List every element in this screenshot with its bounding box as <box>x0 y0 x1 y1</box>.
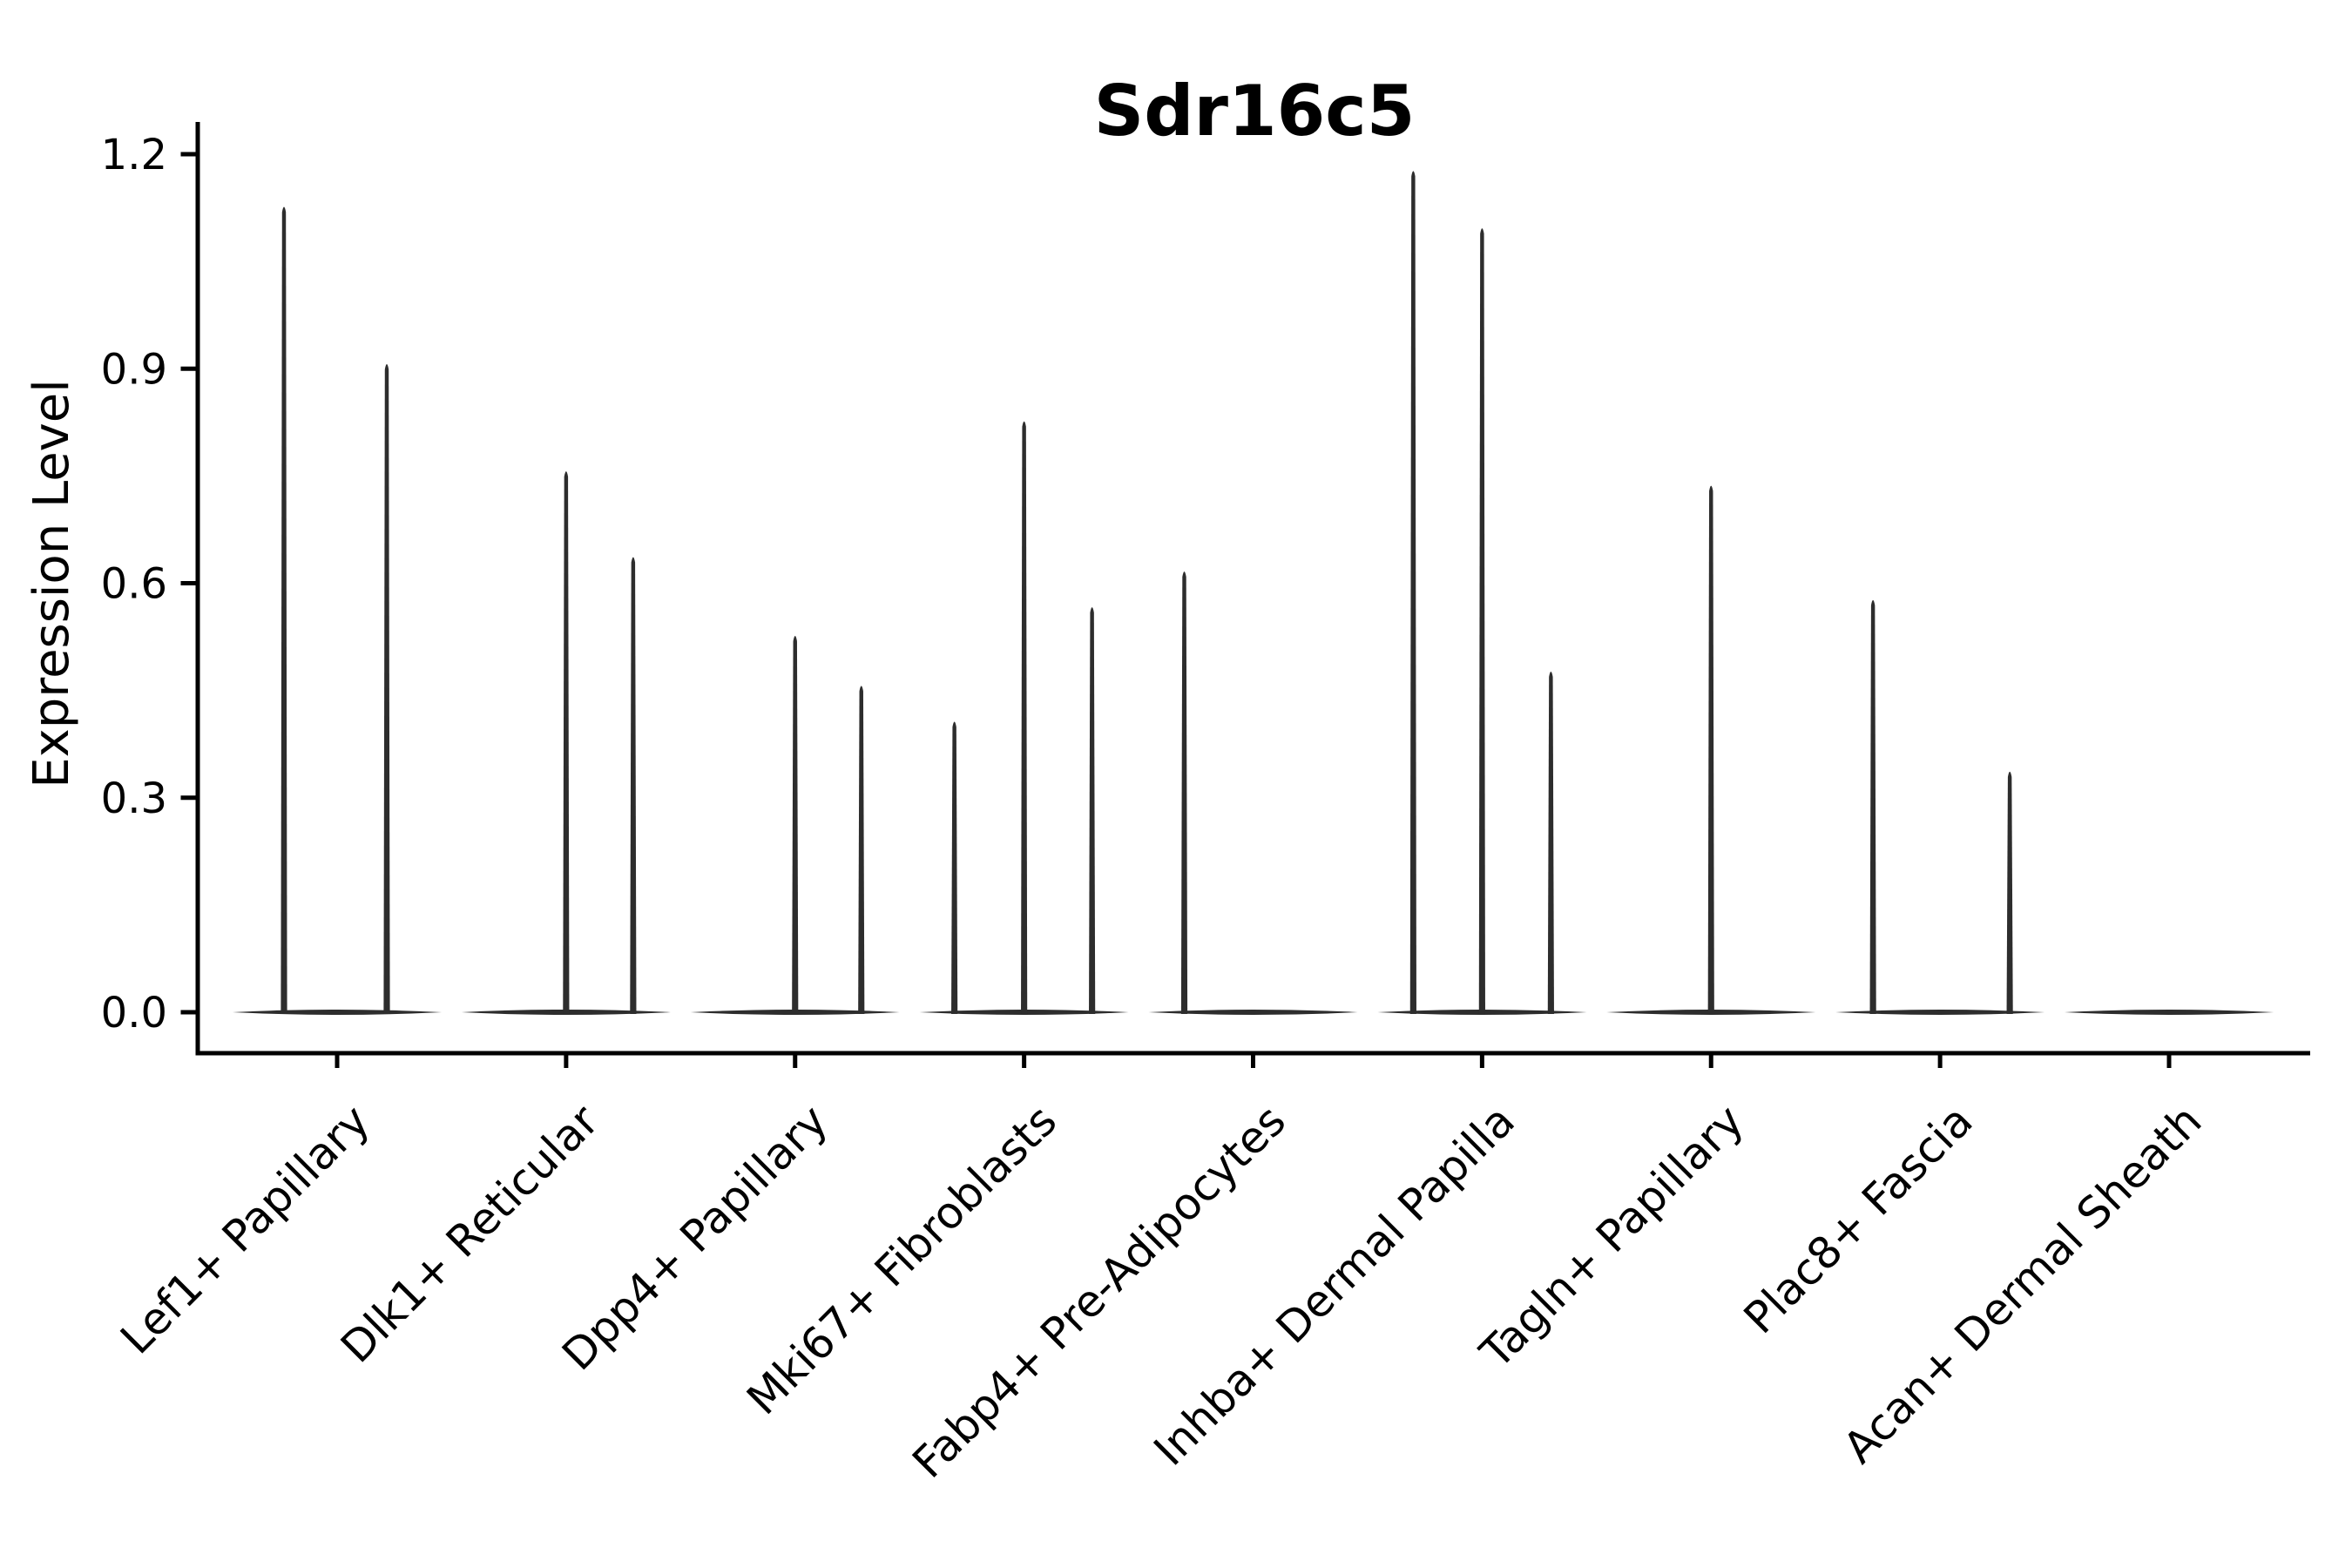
violin-baseline <box>233 1010 442 1015</box>
x-tick-mark <box>1708 1053 1713 1068</box>
y-tick-mark <box>180 581 196 586</box>
y-tick-label: 0.6 <box>101 560 167 609</box>
violin-spike <box>1089 607 1096 1014</box>
y-tick-mark <box>180 795 196 801</box>
y-tick-mark <box>180 366 196 371</box>
violin-spike <box>630 557 637 1014</box>
x-tick-mark <box>1022 1053 1027 1068</box>
x-category-label: Inhba+ Dermal Papilla <box>1145 1095 1524 1475</box>
x-tick-mark <box>1251 1053 1255 1068</box>
violin-spike <box>1021 421 1028 1015</box>
violin-spike <box>951 721 958 1014</box>
violin-spike <box>1409 171 1416 1014</box>
y-tick-mark <box>180 1010 196 1015</box>
violin-spike <box>858 686 865 1014</box>
violin-spike <box>1547 672 1554 1014</box>
violin-spike <box>1180 571 1188 1014</box>
y-axis-spine <box>195 122 200 1056</box>
violin-category <box>1606 485 1816 1015</box>
violin-spike <box>383 364 390 1015</box>
violin-category <box>919 421 1129 1015</box>
chart-title: Sdr16c5 <box>1094 71 1416 152</box>
x-category-label: Plac8+ Fascia <box>1734 1095 1983 1343</box>
violins <box>233 171 2274 1015</box>
violin-spike <box>1478 228 1485 1014</box>
violin-category <box>1148 571 1358 1015</box>
y-tick-mark <box>180 152 196 157</box>
violin-category <box>233 206 442 1015</box>
violin-spike <box>792 635 799 1014</box>
y-tick-label: 0.3 <box>101 774 167 823</box>
x-tick-mark <box>335 1053 340 1068</box>
y-axis-label: Expression Level <box>24 379 80 788</box>
violin-spike <box>1707 485 1714 1014</box>
y-tick-label: 0.0 <box>101 989 167 1037</box>
violin-category <box>690 635 900 1015</box>
violin-category <box>2065 1010 2274 1015</box>
x-tick-mark <box>793 1053 798 1068</box>
violin-baseline <box>2065 1010 2274 1015</box>
violin-spike <box>280 206 287 1014</box>
x-category-label: Lef1+ Papillary <box>111 1095 379 1363</box>
y-tick-label: 1.2 <box>101 131 167 179</box>
violin-spike <box>563 471 570 1014</box>
y-axis-ticks: 0.0 0.3 0.6 0.9 1.2 <box>101 131 196 1037</box>
x-tick-mark <box>1479 1053 1484 1068</box>
violin-category <box>461 471 671 1015</box>
violin-category <box>1377 171 1587 1015</box>
violin-spike <box>1869 599 1876 1014</box>
violin-baseline <box>1148 1010 1358 1015</box>
y-tick-label: 0.9 <box>101 345 167 394</box>
x-tick-mark <box>2166 1053 2172 1068</box>
violin-spike <box>2006 771 2013 1014</box>
violin-category <box>1835 599 2045 1015</box>
axes <box>195 122 2310 1056</box>
violin-baseline <box>1835 1010 2045 1015</box>
x-tick-mark <box>564 1053 569 1068</box>
x-tick-mark <box>1937 1053 1943 1068</box>
x-category-label: Fabp4+ Pre-Adipocytes <box>902 1095 1295 1488</box>
